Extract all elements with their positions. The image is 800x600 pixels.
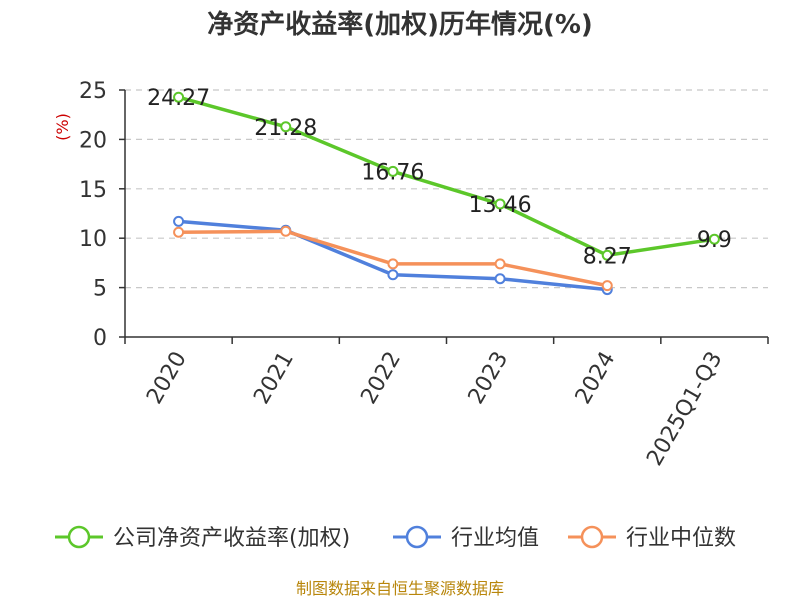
- data-point: [387, 269, 399, 281]
- data-point: [387, 165, 399, 177]
- legend-marker: [580, 525, 604, 549]
- chart-title: 净资产收益率(加权)历年情况(%): [207, 9, 593, 40]
- source-note: 制图数据来自恒生聚源数据库: [296, 579, 504, 598]
- data-point: [601, 280, 613, 292]
- y-tick-label: 0: [93, 326, 107, 351]
- y-axis-label: (%): [53, 113, 72, 141]
- legend-label: 行业均值: [451, 526, 539, 551]
- data-point: [173, 91, 185, 103]
- y-tick-label: 20: [79, 128, 107, 153]
- x-tick-label: 2020: [142, 348, 192, 409]
- data-label: 8.27: [583, 244, 632, 269]
- data-point: [708, 233, 720, 245]
- legend-marker: [405, 525, 429, 549]
- x-tick-label: 2025Q1-Q3: [642, 348, 727, 471]
- y-tick-label: 10: [79, 227, 107, 252]
- x-tick-label: 2022: [356, 348, 406, 409]
- data-label: 24.27: [147, 86, 210, 111]
- data-label: 21.28: [254, 116, 317, 141]
- series-lines: [173, 91, 720, 296]
- data-point: [173, 215, 185, 227]
- y-tick-label: 15: [79, 178, 107, 203]
- legend: 公司净资产收益率(加权) 行业均值 行业中位数: [55, 525, 736, 551]
- legend-label: 行业中位数: [626, 526, 736, 551]
- data-point: [387, 258, 399, 270]
- x-tick-label: 2024: [571, 348, 621, 409]
- data-point: [280, 225, 292, 237]
- y-tick-label: 25: [79, 79, 107, 104]
- data-labels: 24.27 21.28 16.76 13.46 8.27 9.9: [147, 86, 732, 269]
- x-tick-label: 2023: [464, 348, 514, 409]
- legend-label: 公司净资产收益率(加权): [113, 526, 350, 551]
- y-tick-label: 5: [93, 277, 107, 302]
- data-point: [173, 226, 185, 238]
- legend-marker: [67, 525, 91, 549]
- data-label: 13.46: [469, 193, 532, 218]
- data-label: 9.9: [697, 228, 732, 253]
- data-point: [280, 121, 292, 133]
- data-label: 16.76: [361, 160, 424, 185]
- data-point: [494, 273, 506, 285]
- data-point: [494, 198, 506, 210]
- series-line: [178, 95, 715, 258]
- data-point: [494, 258, 506, 270]
- data-point: [601, 249, 613, 261]
- x-tick-label: 2021: [249, 348, 299, 409]
